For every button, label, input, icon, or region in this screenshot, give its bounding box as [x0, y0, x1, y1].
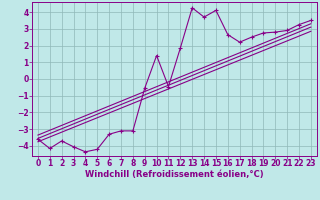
X-axis label: Windchill (Refroidissement éolien,°C): Windchill (Refroidissement éolien,°C): [85, 170, 264, 179]
